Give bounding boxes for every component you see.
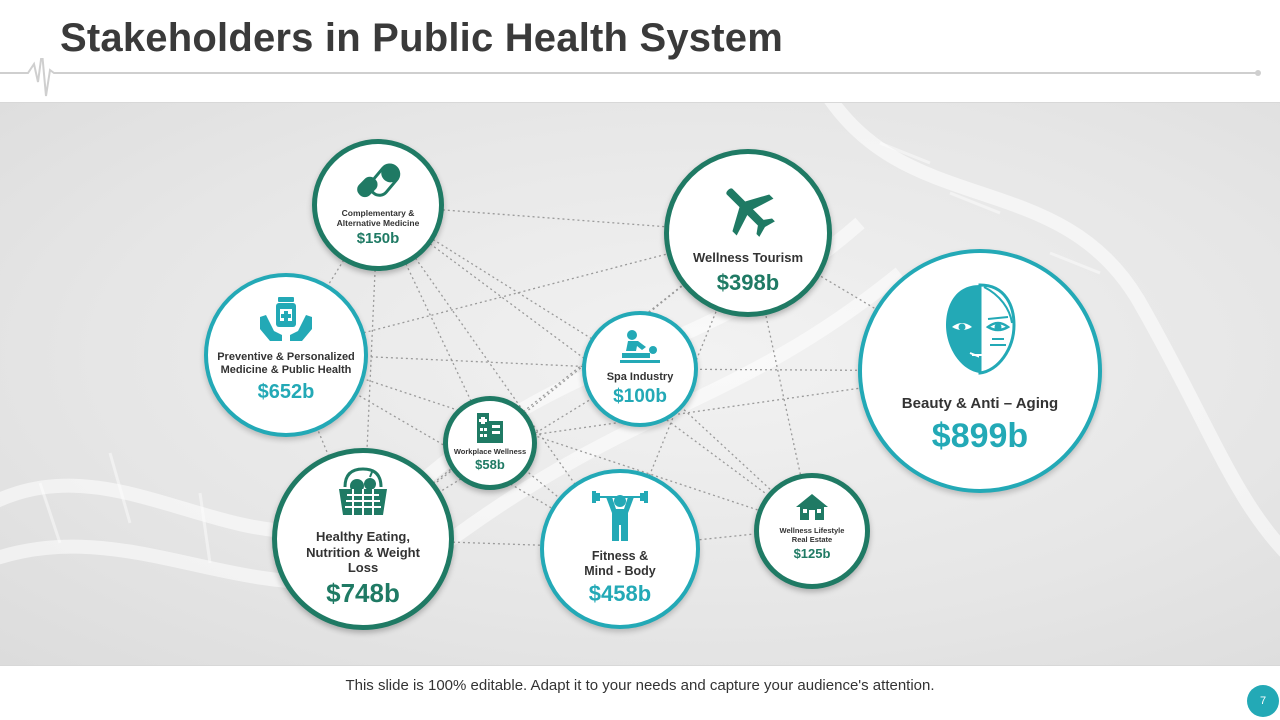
node-lifestyle-real-estate: Wellness Lifestyle Real Estate $125b: [754, 473, 870, 589]
node-workplace-wellness: Workplace Wellness $58b: [443, 396, 537, 490]
node-preventive-medicine: Preventive & Personalized Medicine & Pub…: [204, 273, 368, 437]
node-label: Workplace Wellness: [453, 447, 527, 456]
node-label: Complementary & Alternative Medicine: [336, 208, 420, 229]
airplane-icon: [726, 188, 775, 237]
node-beauty-anti-aging: Beauty & Anti – Aging $899b: [858, 249, 1102, 493]
node-healthy-eating: Healthy Eating, Nutrition & Weight Loss …: [272, 448, 454, 630]
node-value: $150b: [356, 230, 400, 248]
node-value: $58b: [475, 457, 505, 472]
node-value: $458b: [588, 581, 652, 606]
node-label: Healthy Eating, Nutrition & Weight Loss: [306, 529, 420, 576]
heartbeat-divider: [0, 58, 1261, 97]
node-value: $100b: [613, 386, 667, 408]
node-label: Spa Industry: [606, 371, 674, 383]
node-label: Wellness Lifestyle Real Estate: [779, 526, 845, 544]
node-label: Preventive & Personalized Medicine & Pub…: [217, 351, 355, 377]
footer-note: This slide is 100% editable. Adapt it to…: [345, 677, 935, 694]
slide-title: Stakeholders in Public Health System: [60, 16, 783, 60]
node-complementary-medicine: Complementary & Alternative Medicine $15…: [312, 139, 444, 271]
node-label: Wellness Tourism: [692, 250, 804, 265]
diagram-panel: Complementary & Alternative Medicine $15…: [0, 102, 1280, 666]
node-spa-industry: Spa Industry $100b: [582, 311, 698, 427]
house-icon: [796, 494, 828, 520]
node-label: Beauty & Anti – Aging: [901, 395, 1059, 412]
pill-capsule-icon: [357, 163, 401, 198]
face-icon: [946, 283, 1016, 375]
node-value: $125b: [793, 546, 831, 561]
massage-icon: [620, 330, 660, 363]
node-value: $652b: [257, 381, 315, 404]
node-value: $899b: [931, 417, 1029, 455]
hands-medicine-icon: [260, 297, 312, 341]
hospital-building-icon: [477, 413, 503, 443]
weightlifter-icon: [592, 491, 648, 541]
node-wellness-tourism: Wellness Tourism $398b: [664, 149, 832, 317]
page-number-badge: 7: [1247, 685, 1279, 717]
node-label: Fitness & Mind - Body: [584, 549, 656, 578]
node-fitness-mind-body: Fitness & Mind - Body $458b: [540, 469, 700, 629]
node-value: $398b: [716, 269, 780, 295]
node-value: $748b: [326, 577, 400, 608]
fruit-basket-icon: [339, 467, 387, 515]
